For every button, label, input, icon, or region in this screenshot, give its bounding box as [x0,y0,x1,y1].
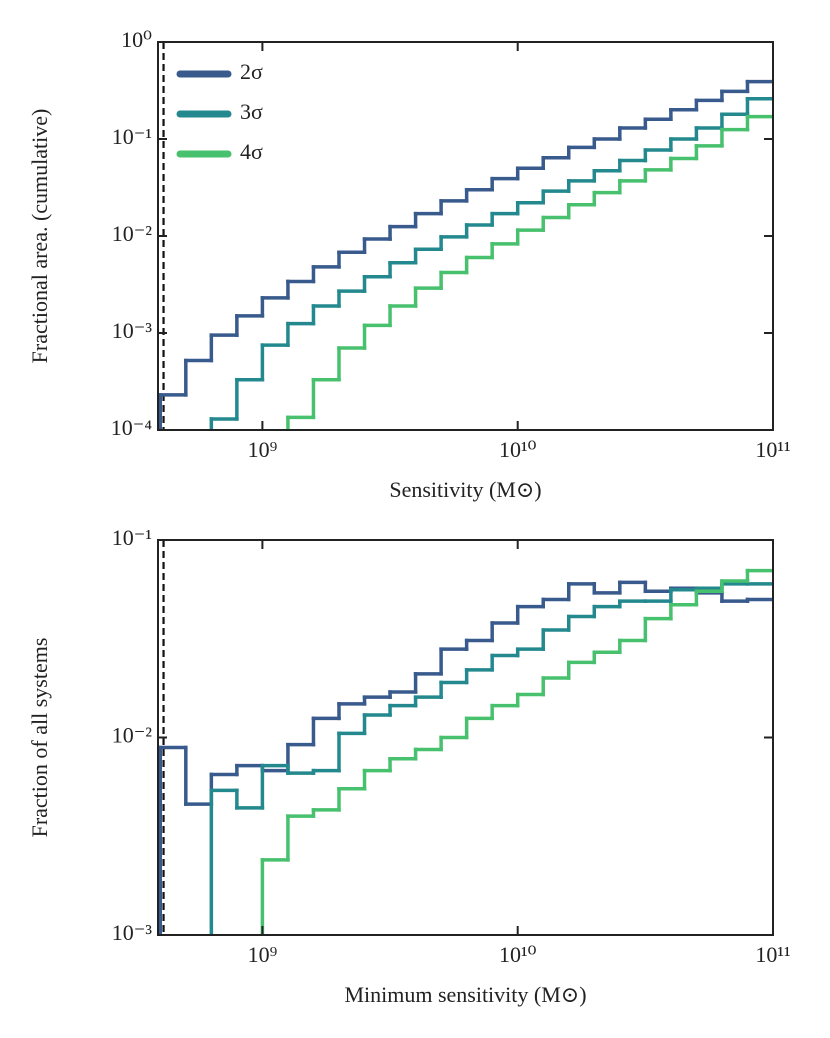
y-tick-label: 10⁻³ [112,920,153,945]
series [286,114,773,430]
y-tick-label: 10⁻¹ [112,124,152,149]
x-tick-label: 10¹⁰ [499,437,537,462]
plot-area [158,42,773,430]
series [158,580,773,935]
y-tick-label: 10⁻² [112,221,153,246]
y-axis-label: Fraction of all systems [27,638,52,838]
x-tick-label: 10¹¹ [755,942,790,967]
x-tick-label: 10¹¹ [755,437,790,462]
y-tick-label: 10⁻¹ [112,525,152,550]
x-tick-label: 10⁹ [248,942,278,967]
series [260,568,773,935]
subplot: 10⁹ 10¹⁰ 10¹¹ 10⁻⁴ 10⁻³ 10⁻² 10⁻¹ 10⁰ Sensitivit… [27,27,791,502]
y-axis-label: Fractional area. (cumulative) [27,109,52,364]
legend: 2σ 3σ 4σ [176,59,263,164]
plot-area [158,540,773,935]
series [209,582,773,935]
legend-label: 3σ [240,99,263,124]
series [158,79,773,430]
x-tick-label: 10⁹ [248,437,278,462]
series [209,96,773,430]
x-tick-label: 10¹⁰ [499,942,537,967]
y-tick-label: 10⁰ [121,27,152,52]
y-tick-label: 10⁻⁴ [111,415,153,440]
x-axis-label: Minimum sensitivity (M⊙) [344,982,586,1007]
legend-label: 4σ [240,139,263,164]
x-axis-label: Sensitivity (M⊙) [389,477,541,502]
subplot: 10⁹ 10¹⁰ 10¹¹ 10⁻³ 10⁻² 10⁻¹ Minimum sensitivi… [27,525,791,1007]
y-tick-label: 10⁻³ [112,318,153,343]
legend-label: 2σ [240,59,263,84]
y-tick-label: 10⁻² [112,723,153,748]
